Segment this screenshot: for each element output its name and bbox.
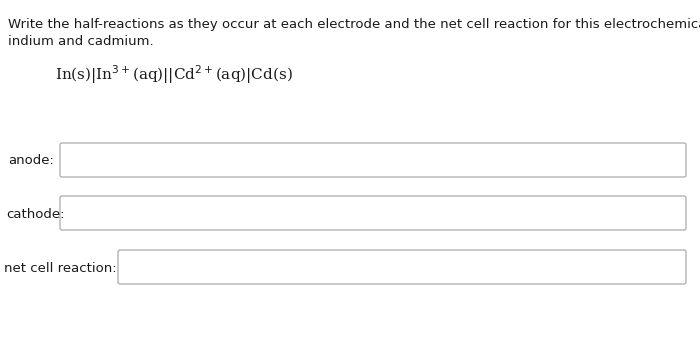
FancyBboxPatch shape [60, 143, 686, 177]
Text: Write the half-reactions as they occur at each electrode and the net cell reacti: Write the half-reactions as they occur a… [8, 18, 700, 31]
Text: net cell reaction:: net cell reaction: [4, 261, 117, 275]
Text: In(s)|In$^{3+}$(aq)||Cd$^{2+}$(aq)|Cd(s): In(s)|In$^{3+}$(aq)||Cd$^{2+}$(aq)|Cd(s) [55, 63, 293, 86]
Text: indium and cadmium.: indium and cadmium. [8, 35, 153, 48]
Text: anode:: anode: [8, 155, 54, 168]
FancyBboxPatch shape [60, 196, 686, 230]
Text: cathode:: cathode: [6, 208, 64, 221]
FancyBboxPatch shape [118, 250, 686, 284]
